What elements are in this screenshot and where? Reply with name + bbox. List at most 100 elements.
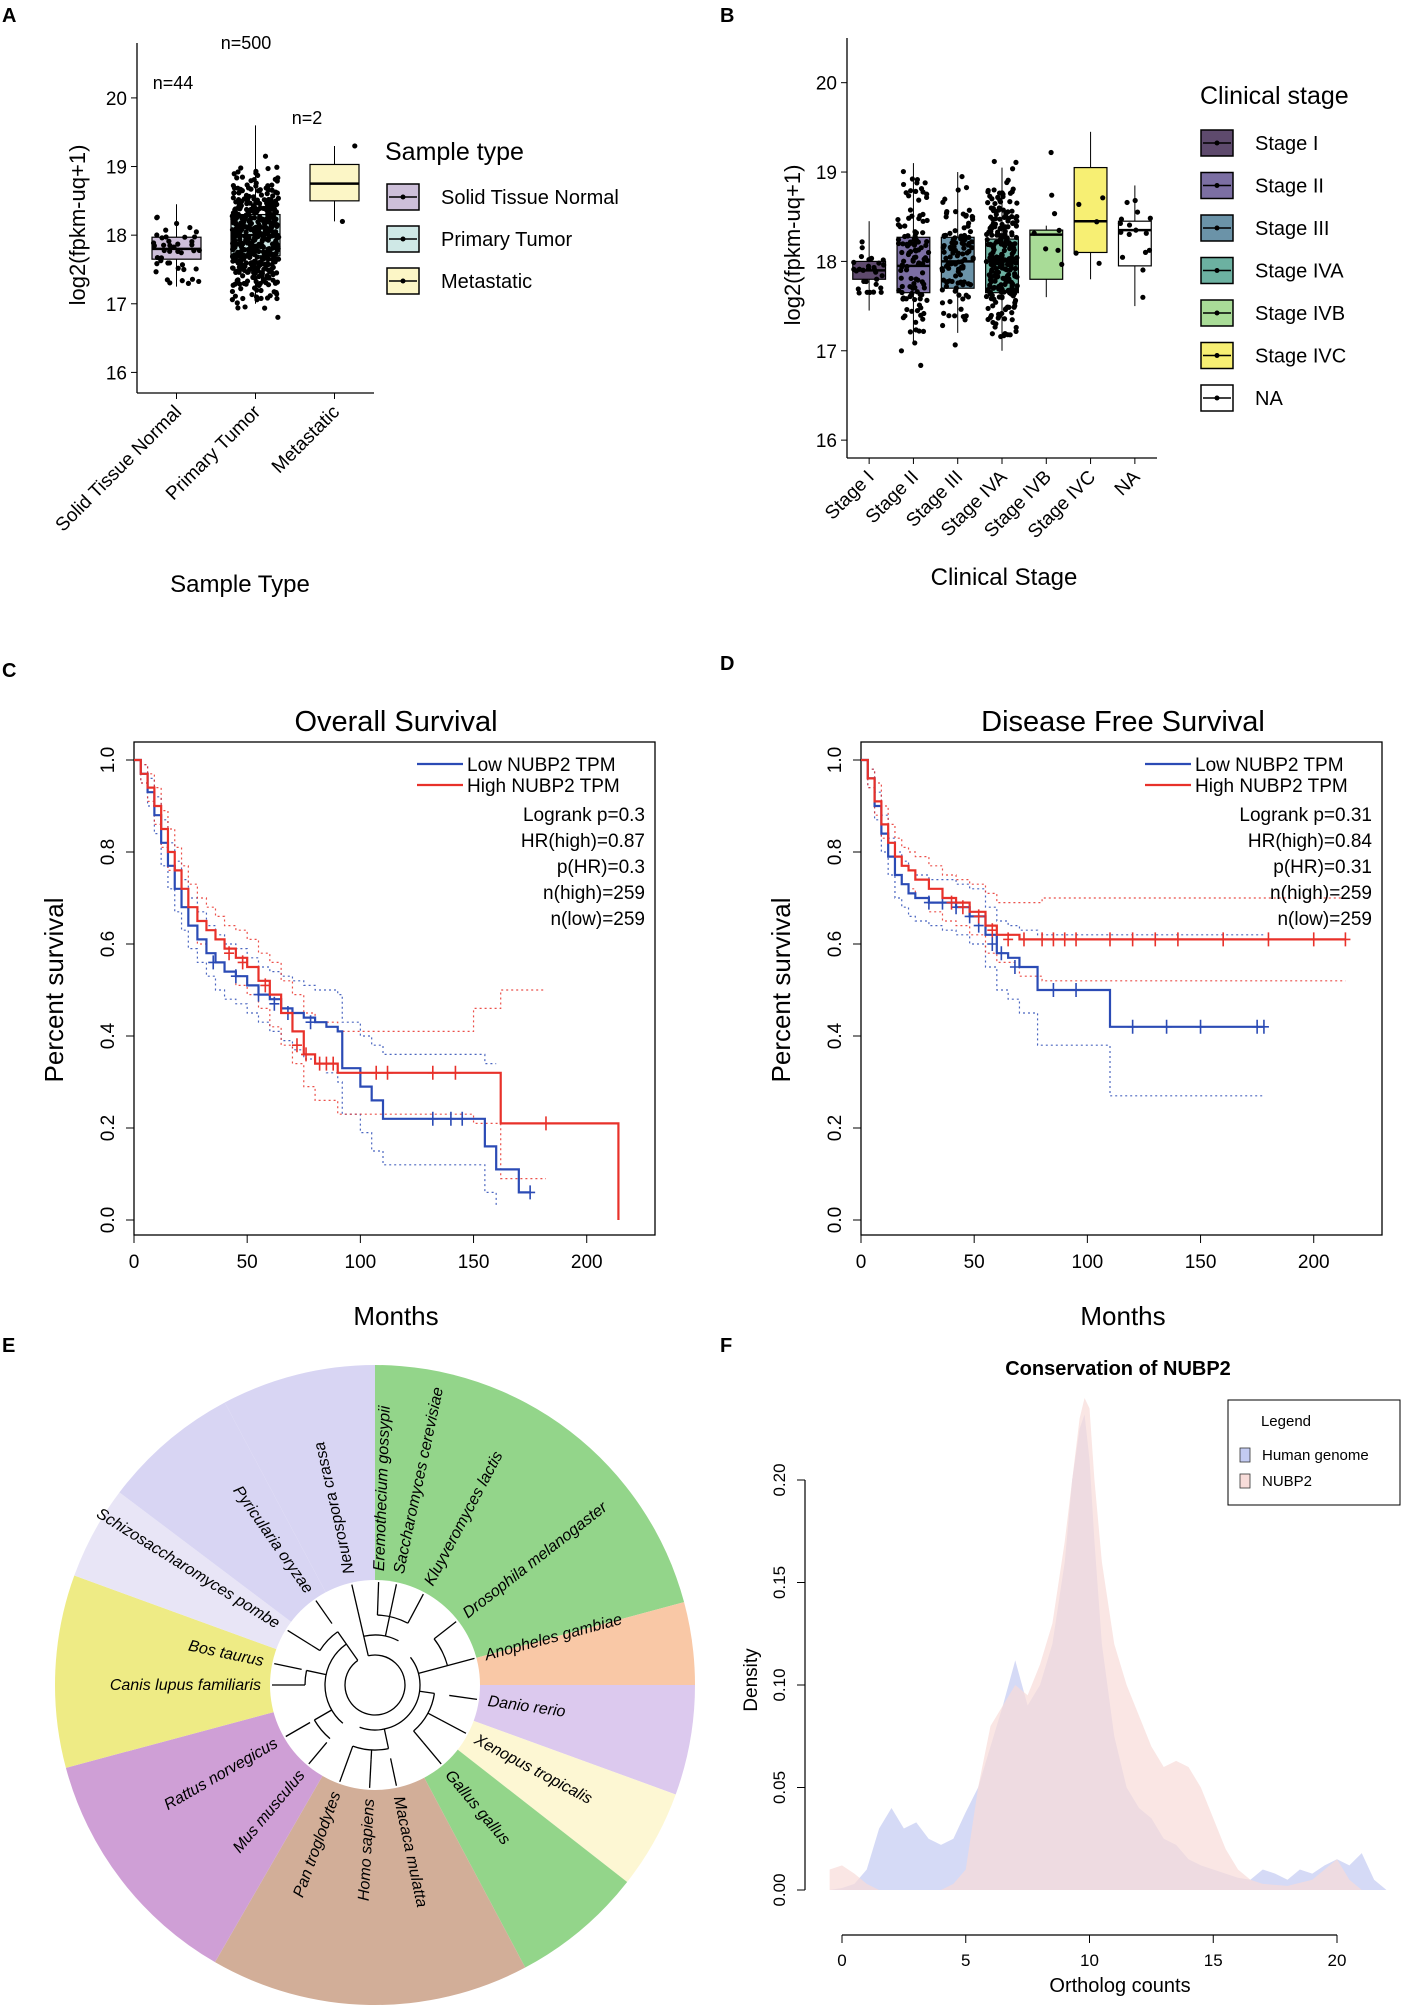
data-point	[958, 233, 964, 239]
plot-frame	[860, 741, 1383, 1236]
data-point	[914, 308, 921, 314]
censor-mark	[540, 1116, 551, 1131]
x-tick-label: 5	[961, 1951, 970, 1970]
panel-c-title: Overall Survival	[294, 706, 497, 738]
legend-key-dot	[1214, 395, 1220, 401]
data-point	[262, 153, 269, 159]
legend-key-dot	[400, 278, 406, 284]
data-point	[921, 281, 927, 287]
data-point	[245, 210, 251, 216]
data-point	[1126, 231, 1132, 237]
data-point	[158, 258, 164, 264]
data-point	[269, 233, 275, 239]
data-point	[268, 197, 274, 203]
data-point	[233, 257, 239, 264]
legend-key-dot	[400, 194, 406, 200]
censor-mark	[445, 1111, 456, 1126]
data-point	[164, 277, 170, 283]
censor-mark	[1195, 1019, 1206, 1034]
data-point	[961, 225, 967, 231]
data-point	[263, 236, 270, 242]
data-point	[251, 285, 258, 291]
tree-branch	[314, 1709, 333, 1721]
stat-text: p(HR)=0.31	[1273, 857, 1372, 878]
stat-text: HR(high)=0.87	[521, 831, 645, 852]
data-point	[265, 212, 271, 218]
y-tick-label: 0.0	[98, 1207, 119, 1233]
data-point	[996, 256, 1002, 262]
data-point	[995, 315, 1001, 321]
data-point	[1134, 209, 1141, 215]
censor-mark	[382, 1065, 393, 1080]
data-point	[231, 243, 237, 249]
data-point	[878, 285, 884, 291]
y-tick-label: 1.0	[98, 747, 119, 773]
x-tick-label: 200	[571, 1252, 603, 1273]
tree-arc	[413, 1693, 436, 1732]
data-point	[905, 233, 911, 239]
data-point	[873, 281, 879, 287]
data-point	[907, 207, 914, 213]
data-point	[899, 264, 905, 270]
x-tick-label: 150	[1185, 1252, 1217, 1273]
data-point	[962, 256, 968, 263]
data-point	[940, 244, 946, 251]
data-point	[244, 182, 250, 188]
data-point	[244, 236, 250, 243]
legend-label: High NUBP2 TPM	[1195, 776, 1348, 797]
data-point	[233, 220, 239, 226]
data-point	[959, 173, 965, 180]
legend-label: Primary Tumor	[441, 229, 572, 251]
data-point	[1005, 224, 1011, 230]
data-point	[234, 300, 240, 306]
data-point	[966, 234, 972, 240]
data-point	[230, 253, 236, 259]
tree-arc	[377, 1614, 409, 1624]
data-point	[274, 291, 280, 297]
data-point	[987, 289, 994, 296]
data-point	[939, 300, 946, 306]
x-tick-label: Metastatic	[268, 402, 344, 478]
data-point	[955, 187, 961, 193]
data-point	[913, 327, 919, 333]
stat-text: n(high)=259	[1270, 883, 1372, 904]
legend-box	[1227, 1399, 1401, 1506]
data-point	[900, 296, 906, 302]
data-point	[963, 213, 969, 219]
data-point	[916, 215, 922, 222]
data-point	[913, 237, 920, 243]
data-point	[915, 261, 921, 268]
censor-mark	[301, 1047, 312, 1062]
data-point	[925, 249, 932, 256]
tree-branch	[413, 1730, 424, 1743]
tree-branch	[306, 1669, 327, 1676]
data-point	[174, 220, 180, 227]
y-tick-label: 20	[816, 74, 837, 95]
data-point	[880, 257, 886, 263]
data-point	[275, 243, 281, 249]
data-point	[163, 234, 169, 240]
x-tick-label: 100	[345, 1252, 377, 1273]
data-point	[256, 273, 262, 280]
data-point	[941, 249, 947, 255]
data-point	[1005, 271, 1012, 278]
legend-label: High NUBP2 TPM	[467, 776, 620, 797]
data-point	[1132, 197, 1138, 204]
data-point	[1013, 324, 1019, 331]
data-point	[1010, 186, 1016, 192]
data-point	[851, 266, 857, 272]
censor-mark	[260, 978, 271, 993]
legend-label: Solid Tissue Normal	[441, 187, 619, 209]
data-point	[990, 205, 997, 212]
data-point	[251, 270, 257, 276]
data-point	[255, 172, 261, 178]
data-point	[874, 276, 880, 282]
data-point	[259, 237, 266, 243]
censor-mark	[230, 969, 241, 984]
censor-mark	[1037, 932, 1048, 947]
data-point	[1051, 211, 1058, 217]
tree-branch	[357, 1611, 369, 1656]
data-point	[865, 266, 872, 272]
tree-arc	[433, 1638, 449, 1666]
data-point	[166, 238, 172, 244]
